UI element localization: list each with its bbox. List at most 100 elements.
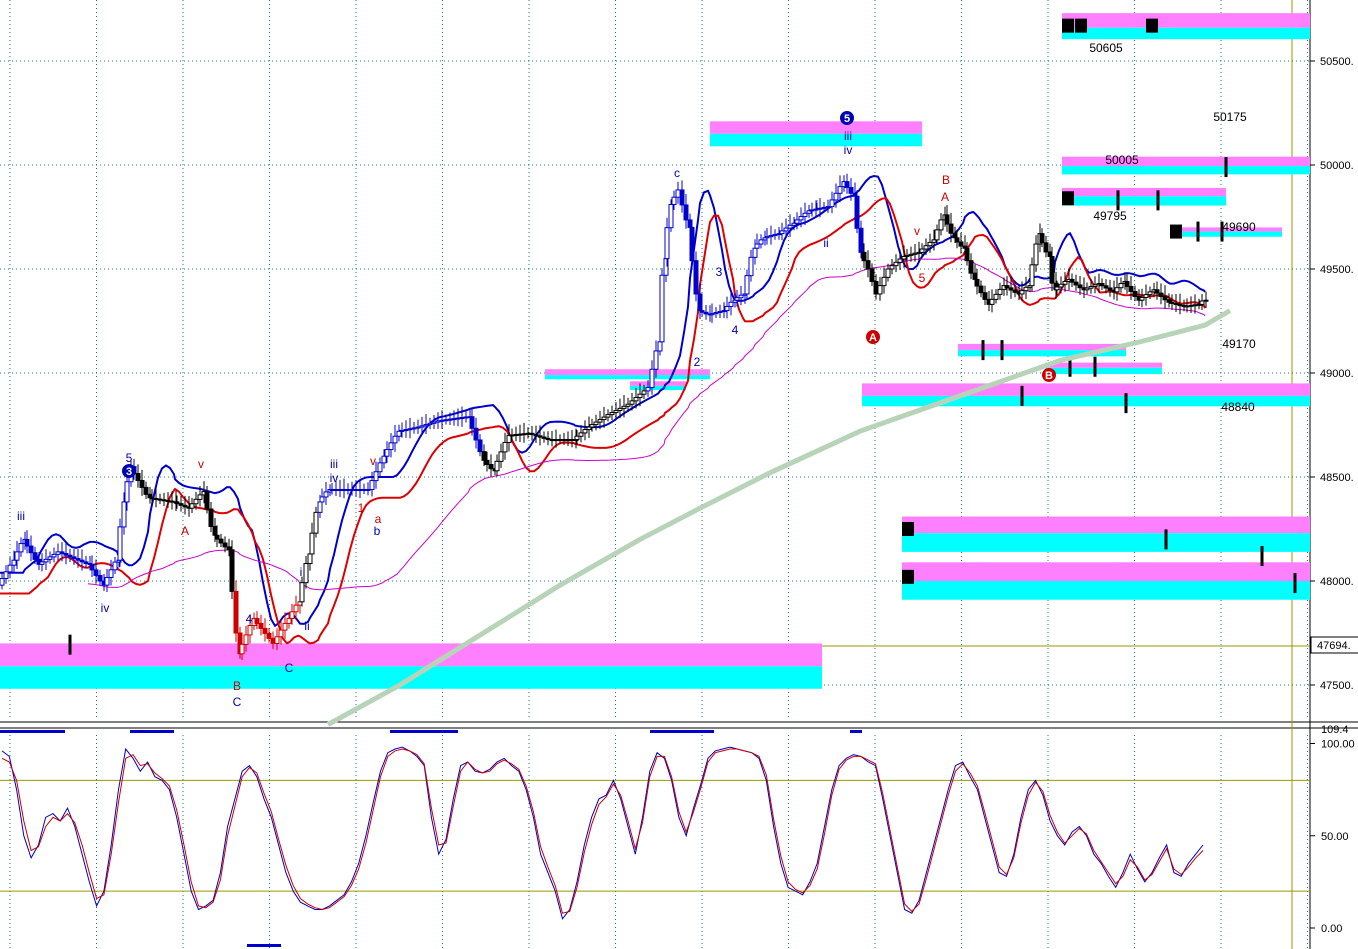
candle-body bbox=[569, 439, 575, 442]
level-label: 48840 bbox=[1221, 400, 1255, 414]
candle-body bbox=[919, 248, 925, 253]
zone-band bbox=[1062, 196, 1226, 206]
wave-label: iii bbox=[330, 457, 338, 471]
candle-body bbox=[451, 418, 457, 421]
candle-body bbox=[613, 409, 619, 414]
candle-body bbox=[873, 280, 879, 295]
wave-label: a bbox=[375, 512, 382, 526]
candle-body bbox=[858, 227, 864, 253]
candle-body bbox=[313, 511, 319, 534]
candle-body bbox=[247, 625, 253, 636]
candle-body bbox=[435, 420, 441, 423]
level-label: 49170 bbox=[1222, 337, 1256, 351]
osc-tick-label: 50.00 bbox=[1321, 831, 1349, 843]
zone-band bbox=[1062, 187, 1226, 197]
candle-body bbox=[565, 439, 571, 442]
candle-body bbox=[675, 189, 681, 198]
candle-body bbox=[43, 558, 49, 563]
zone-band bbox=[1062, 166, 1310, 175]
candle-body bbox=[97, 574, 103, 582]
candle-body bbox=[791, 222, 797, 226]
candle-body bbox=[117, 526, 123, 561]
candle-body bbox=[525, 432, 531, 435]
candle-body bbox=[683, 204, 689, 221]
candle-body bbox=[218, 538, 224, 544]
candle-body bbox=[802, 212, 808, 218]
candle-body bbox=[752, 247, 758, 258]
level-label: 49690 bbox=[1222, 220, 1256, 234]
candle-body bbox=[1162, 295, 1168, 301]
candle-body bbox=[1029, 264, 1035, 287]
candle-body bbox=[529, 432, 535, 436]
price-axis: 47500. 48000. 48500. 49000. 49500. 50000. 5050… bbox=[1310, 56, 1358, 935]
candle-body bbox=[108, 569, 114, 578]
candle-body bbox=[341, 488, 347, 491]
candle-body bbox=[1203, 299, 1209, 302]
candle-body bbox=[744, 275, 750, 295]
zone-band bbox=[545, 369, 710, 376]
wave-label: B bbox=[233, 679, 241, 693]
candle-body bbox=[597, 419, 603, 423]
candle-body bbox=[721, 310, 727, 313]
zone-marker bbox=[902, 522, 914, 536]
candle-body bbox=[783, 227, 789, 232]
candle-body bbox=[1143, 294, 1149, 298]
candle-body bbox=[931, 239, 937, 243]
candle-body bbox=[1124, 280, 1130, 287]
candle-body bbox=[1039, 233, 1045, 244]
candle-body bbox=[381, 455, 387, 464]
candle-body bbox=[764, 236, 770, 239]
candle-body bbox=[455, 417, 461, 420]
osc-current-label: 109.4 bbox=[1321, 724, 1349, 736]
candle-body bbox=[748, 256, 754, 277]
candle-body bbox=[586, 426, 592, 431]
zone-marker bbox=[902, 569, 914, 584]
candle-body bbox=[197, 494, 203, 500]
candle-body bbox=[254, 617, 260, 624]
candle-body bbox=[399, 429, 405, 432]
candle-body bbox=[1058, 283, 1064, 288]
price-zones bbox=[0, 13, 1310, 689]
candle-body bbox=[161, 499, 167, 502]
signal-marker bbox=[650, 730, 714, 733]
oscillator-panel bbox=[0, 730, 1204, 947]
candle-body bbox=[484, 459, 490, 466]
zone-marker bbox=[1146, 18, 1158, 33]
candle-body bbox=[233, 590, 239, 634]
candle-body bbox=[337, 488, 343, 491]
wave-label: 5 bbox=[844, 113, 850, 125]
candle-body bbox=[1073, 281, 1079, 286]
candle-body bbox=[473, 427, 479, 441]
y-tick-label: 47500. bbox=[1320, 680, 1354, 692]
candle-body bbox=[388, 442, 394, 451]
zone-band bbox=[862, 383, 1310, 396]
moving-averages bbox=[0, 174, 1232, 727]
candle-body bbox=[459, 417, 465, 420]
candle-body bbox=[908, 253, 914, 256]
candle-body bbox=[89, 563, 95, 571]
wave-label: 4 bbox=[246, 612, 253, 626]
candle-body bbox=[521, 433, 527, 436]
wave-label: B bbox=[1045, 370, 1053, 382]
wave-label: 5 bbox=[126, 451, 133, 465]
candle-body bbox=[881, 276, 887, 287]
candle-body bbox=[877, 285, 883, 295]
candle-body bbox=[758, 239, 764, 245]
wave-label: C bbox=[285, 661, 294, 675]
candle-body bbox=[439, 419, 445, 422]
y-tick-label: 49500. bbox=[1320, 264, 1354, 276]
candle-body bbox=[1043, 242, 1049, 253]
candle-body bbox=[817, 207, 823, 210]
candle-body bbox=[1166, 299, 1172, 303]
candle-body bbox=[1128, 285, 1134, 292]
candle-body bbox=[861, 251, 867, 262]
candle-body bbox=[958, 241, 964, 247]
candle-body bbox=[182, 504, 188, 508]
candle-body bbox=[222, 542, 228, 548]
signal-marker bbox=[0, 730, 65, 733]
candle-body bbox=[679, 189, 685, 206]
candle-body bbox=[293, 604, 299, 613]
candle-body bbox=[574, 435, 580, 441]
y-tick-label: 48000. bbox=[1320, 576, 1354, 588]
wave-label: ii bbox=[304, 619, 309, 633]
